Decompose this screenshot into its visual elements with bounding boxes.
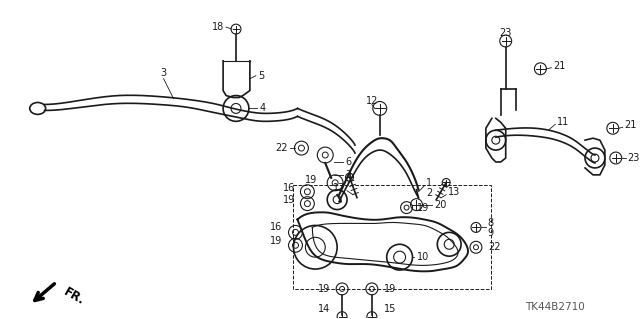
Text: 19: 19 — [284, 195, 296, 205]
Text: 19: 19 — [305, 175, 317, 185]
Text: 15: 15 — [384, 304, 396, 314]
Text: 13: 13 — [448, 187, 460, 197]
Text: 1: 1 — [426, 178, 433, 188]
Text: 8: 8 — [488, 219, 494, 228]
Text: 22: 22 — [275, 143, 287, 153]
Text: 22: 22 — [488, 242, 500, 252]
Text: 20: 20 — [435, 200, 447, 210]
Text: 5: 5 — [258, 71, 264, 81]
Text: 18: 18 — [212, 22, 224, 32]
Text: 19: 19 — [270, 236, 283, 246]
Text: 16: 16 — [284, 183, 296, 193]
Text: 14: 14 — [318, 304, 330, 314]
Text: 3: 3 — [161, 68, 166, 78]
Text: 9: 9 — [488, 228, 494, 238]
Text: 4: 4 — [260, 103, 266, 114]
Text: 6: 6 — [345, 157, 351, 167]
Text: 11: 11 — [557, 117, 570, 127]
Text: 23: 23 — [628, 153, 640, 163]
Text: 23: 23 — [500, 28, 512, 38]
Text: 10: 10 — [417, 252, 429, 262]
Text: 16: 16 — [270, 222, 283, 233]
Text: 7: 7 — [345, 170, 351, 180]
Text: 21: 21 — [625, 120, 637, 130]
Text: 21: 21 — [554, 61, 566, 71]
Text: 19: 19 — [417, 203, 429, 212]
Text: FR.: FR. — [61, 286, 87, 308]
Text: 12: 12 — [365, 95, 378, 106]
Text: 17: 17 — [333, 183, 345, 193]
Bar — [292, 185, 491, 289]
Text: 19: 19 — [318, 284, 330, 294]
Text: 2: 2 — [426, 188, 433, 198]
Text: 19: 19 — [384, 284, 396, 294]
Text: TK44B2710: TK44B2710 — [525, 302, 585, 312]
